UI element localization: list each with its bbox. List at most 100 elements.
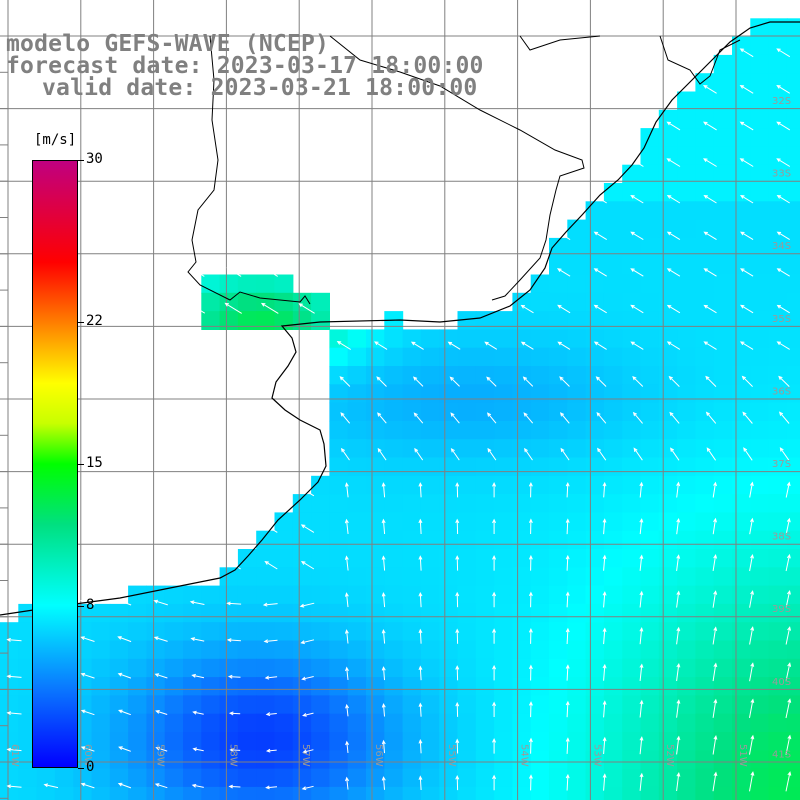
wind-cell	[457, 366, 477, 385]
wind-arrow	[557, 341, 571, 350]
wind-cell	[567, 256, 587, 276]
wind-cell	[347, 677, 367, 696]
wind-cell	[475, 402, 495, 422]
wind-cell	[622, 603, 642, 623]
wind-cell	[567, 677, 587, 696]
wind-cell	[73, 786, 93, 800]
wind-cell	[640, 128, 660, 147]
wind-cell	[366, 640, 385, 660]
wind-arrow	[190, 637, 205, 642]
wind-cell	[786, 549, 800, 568]
wind-cell	[311, 567, 330, 587]
wind-arrow	[712, 481, 717, 498]
wind-cell	[384, 713, 404, 733]
wind-cell	[347, 420, 367, 440]
wind-cell	[237, 695, 257, 715]
wind-arrow	[749, 771, 755, 792]
wind-cell	[768, 567, 788, 587]
wind-cell	[713, 73, 733, 93]
wind-cell	[311, 695, 330, 715]
wind-cell	[73, 768, 93, 788]
wind-cell	[603, 786, 623, 800]
wind-cell	[384, 768, 404, 788]
lat-label: 34S	[772, 241, 791, 252]
wind-arrow	[703, 121, 717, 131]
wind-cell	[768, 54, 788, 74]
wind-arrow	[381, 739, 386, 754]
wind-cell	[786, 713, 800, 733]
wind-cell	[384, 530, 404, 550]
wind-cell	[750, 439, 770, 459]
wind-cell	[567, 237, 587, 257]
wind-cell	[603, 768, 623, 788]
wind-cell	[91, 603, 111, 623]
wind-cell	[219, 603, 239, 623]
wind-arrow	[224, 302, 242, 314]
wind-cell	[311, 713, 330, 733]
wind-arrow	[565, 737, 570, 754]
wind-cell	[677, 530, 696, 550]
wind-cell	[439, 347, 459, 367]
wind-cell	[384, 603, 404, 623]
wind-cell	[402, 768, 422, 788]
wind-cell	[567, 567, 587, 587]
wind-arrow	[414, 447, 424, 461]
wind-arrow	[345, 703, 350, 717]
wind-cell	[292, 494, 312, 513]
wind-arrow	[345, 776, 350, 790]
wind-arrow	[228, 711, 241, 716]
wind-cell	[512, 347, 532, 367]
wind-cell	[585, 603, 605, 623]
wind-cell	[494, 622, 513, 642]
wind-cell	[91, 786, 111, 800]
wind-cell	[768, 109, 788, 129]
wind-cell	[512, 603, 532, 623]
wind-cell	[494, 768, 513, 788]
wind-cell	[695, 347, 715, 367]
wind-cell	[292, 695, 312, 715]
wind-arrow	[118, 746, 131, 752]
wind-cell	[384, 695, 404, 715]
wind-arrow	[262, 602, 278, 607]
wind-cell	[549, 475, 568, 495]
wind-cell	[0, 750, 19, 770]
lon-label: 54W	[519, 744, 530, 767]
wind-cell	[274, 677, 294, 696]
wind-arrow	[418, 628, 423, 644]
wind-arrow	[492, 774, 497, 791]
wind-cell	[603, 439, 623, 459]
wind-arrow	[639, 772, 644, 791]
wind-cell	[329, 512, 349, 532]
wind-cell	[219, 658, 239, 678]
wind-cell	[603, 494, 623, 513]
wind-arrow	[418, 739, 423, 754]
wind-cell	[347, 603, 367, 623]
wind-cell	[128, 750, 147, 770]
wind-cell	[640, 512, 660, 532]
wind-cell	[567, 475, 587, 495]
wind-arrow	[602, 627, 607, 645]
wind-arrow	[455, 701, 460, 717]
wind-arrow	[666, 231, 681, 241]
lat-label: 32S	[772, 96, 791, 107]
wind-cell	[677, 585, 696, 605]
wind-cell	[658, 713, 678, 733]
wind-cell	[164, 677, 184, 696]
wind-cell	[475, 603, 495, 623]
wind-cell	[658, 329, 678, 349]
wind-cell	[494, 530, 513, 550]
wind-cell	[713, 329, 733, 349]
wind-cell	[402, 549, 422, 568]
wind-cell	[384, 622, 404, 642]
wind-cell	[0, 786, 19, 800]
wind-cell	[292, 292, 312, 312]
wind-cell	[146, 750, 166, 770]
wind-cell	[457, 420, 477, 440]
wind-cell	[512, 475, 532, 495]
lon-label: 55W	[446, 744, 457, 767]
wind-cell	[457, 677, 477, 696]
wind-cell	[420, 366, 440, 385]
wind-arrow	[639, 663, 644, 681]
wind-cell	[292, 622, 312, 642]
